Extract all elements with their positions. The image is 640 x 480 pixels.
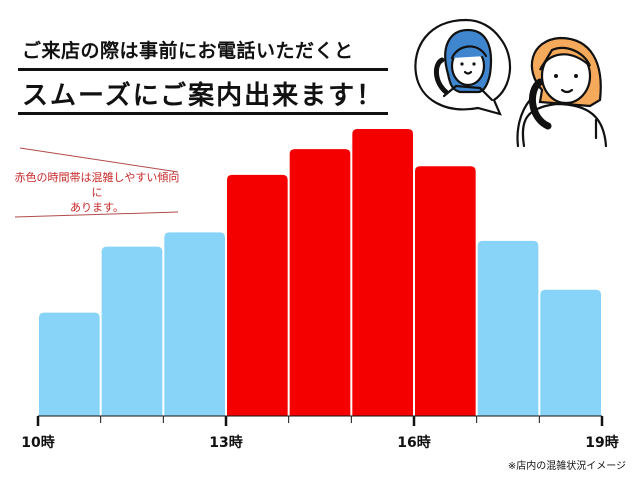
annotation-top-line xyxy=(19,147,179,173)
bar-busy xyxy=(289,149,351,416)
bar-normal xyxy=(101,246,163,416)
annotation-bottom-line xyxy=(14,211,179,218)
annotation-text-2: あります。 xyxy=(70,201,124,214)
bar-busy xyxy=(415,166,476,416)
x-tick-label: 19時 xyxy=(585,435,619,451)
headline-line-1: ご来店の際は事前にお電話いただくと xyxy=(22,40,354,62)
woman-on-phone-with-staff-speech-bubble-icon xyxy=(414,18,608,148)
footnote: ※店内の混雑状況イメージ xyxy=(507,461,626,472)
bar-busy xyxy=(352,129,413,416)
annotation-text-1: 赤色の時間帯は混雑しやすい傾向に xyxy=(14,171,180,199)
x-tick-label: 10時 xyxy=(21,435,55,451)
bar-normal xyxy=(39,312,100,416)
headline-line-2: スムーズにご案内出来ます！ xyxy=(22,81,385,111)
bar-normal xyxy=(540,289,601,416)
headline-underline-1 xyxy=(18,68,388,71)
bar-normal xyxy=(164,232,225,416)
busy-annotation: 赤色の時間帯は混雑しやすい傾向に あります。 xyxy=(12,170,182,215)
x-tick-label: 16時 xyxy=(397,435,431,451)
bar-busy xyxy=(227,174,288,416)
headline-underline-2 xyxy=(18,112,388,115)
bar-normal xyxy=(477,240,539,416)
x-tick-label: 13時 xyxy=(209,435,243,451)
